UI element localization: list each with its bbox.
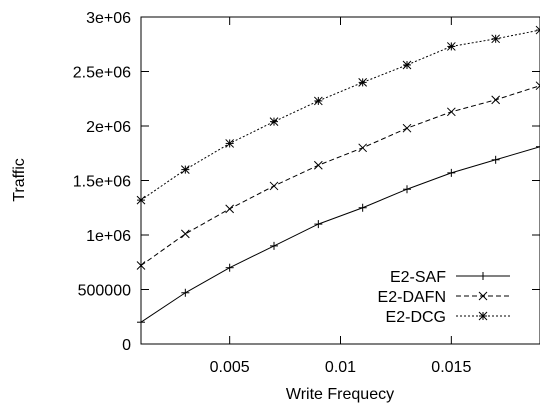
y-axis-label: Traffic: [11, 158, 28, 202]
data-point: [491, 95, 501, 105]
data-point: [402, 123, 412, 133]
legend-label: E2-DAFN: [378, 289, 446, 306]
legend-label: E2-SAF: [390, 269, 446, 286]
series-line: [140, 29, 540, 201]
data-point: [180, 165, 190, 174]
data-point: [446, 107, 456, 117]
data-point: [535, 25, 540, 35]
x-tick-label: 0.01: [325, 359, 356, 376]
y-tick-label: 1e+06: [86, 228, 131, 245]
y-tick-label: 3e+06: [86, 10, 131, 27]
data-point: [270, 241, 278, 250]
series-e2-dcg: [136, 25, 540, 205]
data-point: [180, 229, 190, 239]
series-e2-saf: [137, 142, 540, 327]
data-point: [536, 142, 540, 151]
y-tick-label: 1.5e+06: [73, 174, 131, 191]
data-point: [225, 263, 234, 272]
y-tick-label: 2.5e+06: [73, 65, 131, 82]
x-tick-label: 0.005: [210, 359, 250, 376]
legend-marker: [479, 272, 487, 280]
y-axis-ticks: 0 500000 1e+06 1.5e+06 2e+06 2.5e+06 3e+06: [73, 10, 540, 354]
data-point: [313, 96, 323, 106]
data-point: [181, 288, 190, 297]
legend: E2-SAF E2-DAFN E2-DCG: [378, 269, 510, 326]
data-point: [535, 81, 540, 91]
data-point: [403, 185, 411, 194]
x-tick-label: 0.015: [431, 359, 471, 376]
data-point: [314, 220, 323, 229]
series-layer: [136, 25, 540, 327]
y-tick-label: 0: [122, 337, 131, 354]
series-line: [140, 85, 540, 266]
data-point: [225, 204, 235, 214]
data-point: [137, 318, 145, 327]
data-point: [136, 261, 146, 270]
x-axis-ticks: 0.005 0.01 0.015: [210, 17, 471, 376]
data-point: [313, 160, 323, 170]
legend-marker: [478, 291, 488, 301]
legend-marker: [478, 311, 488, 321]
plot-frame: [140, 16, 540, 345]
data-point: [358, 203, 367, 212]
data-point: [358, 78, 368, 87]
data-point: [402, 60, 412, 70]
data-point: [491, 34, 501, 44]
data-point: [269, 117, 279, 126]
data-point: [358, 143, 368, 153]
x-axis-label: Write Frequecy: [286, 386, 394, 403]
y-tick-label: 500000: [78, 283, 131, 300]
series-line: [140, 146, 540, 323]
data-point: [446, 42, 456, 51]
data-point: [447, 168, 456, 177]
data-point: [225, 139, 235, 148]
legend-label: E2-DCG: [386, 309, 446, 326]
data-point: [269, 181, 279, 191]
series-e2-dafn: [136, 81, 540, 270]
y-tick-label: 2e+06: [86, 119, 131, 136]
data-point: [491, 155, 500, 164]
data-point: [136, 195, 146, 205]
